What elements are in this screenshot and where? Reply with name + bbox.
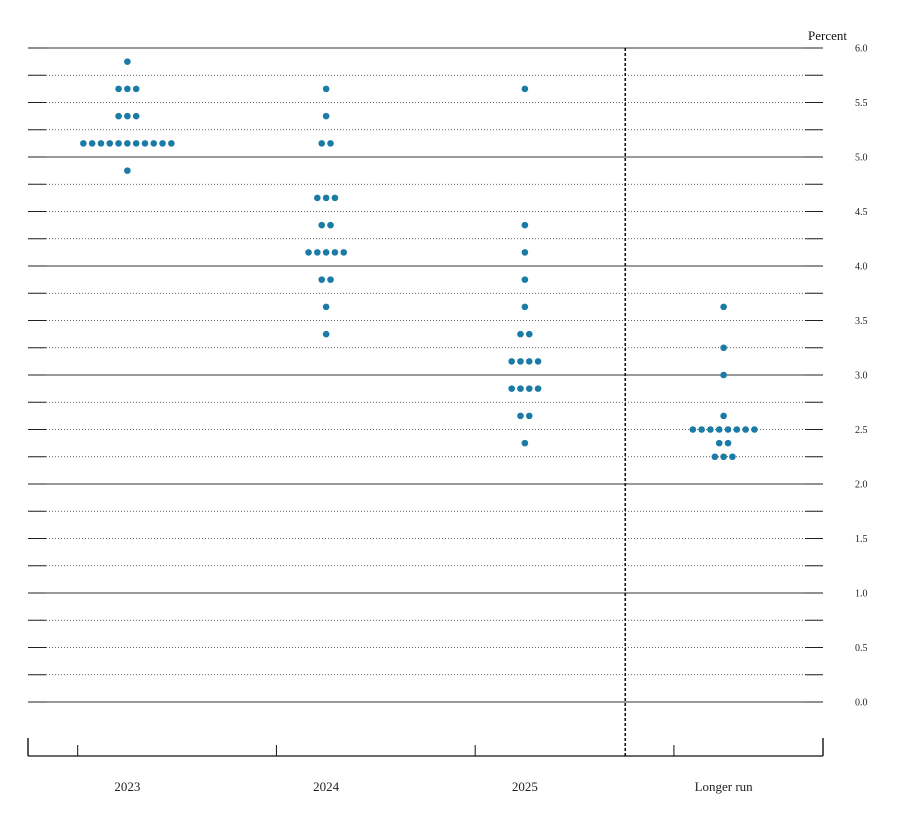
participant-dot [698,426,705,433]
participant-dot [88,140,96,147]
y-tick-label: 1.5 [855,534,868,545]
participant-dot [331,194,339,202]
participant-dot [733,426,741,433]
y-tick-labels: 0.0 0.5 1.0 1.5 2.0 2.5 3.0 3.5 4.0 4.5 5.0 5.5 6.0 [855,44,868,709]
participant-dot [508,385,515,392]
participant-dot [517,358,524,365]
participant-dot [124,58,131,65]
y-tick-label: 0.5 [855,643,868,654]
y-tick-label: 5.5 [855,98,868,109]
participant-dot [517,330,524,338]
participant-dot [715,439,723,447]
participant-dot [521,439,529,447]
participant-dot [508,358,515,365]
participant-dot [327,276,334,283]
y-tick-label: 3.5 [855,316,868,327]
participant-dot [724,439,732,447]
participant-dot [115,112,122,120]
x-category-label: 2024 [313,779,340,794]
participant-dot [751,426,758,433]
participant-dot [124,140,131,147]
participant-dot [159,140,166,147]
participant-dot [534,385,542,392]
participant-dot [322,112,330,120]
participant-dot [115,140,122,147]
participant-dot [318,276,326,283]
participant-dot [517,412,524,420]
participant-dot [314,194,321,202]
participant-dot [318,140,326,147]
participant-dot [715,426,723,433]
participant-dot [521,221,529,229]
participant-dot [132,112,140,120]
participant-dot [97,140,105,147]
participant-dot [124,167,131,174]
y-tick-label: 1.0 [855,589,868,600]
participant-dot [322,249,330,256]
participant-dot [322,85,330,93]
participant-dot [150,140,158,147]
participant-dot [724,426,732,433]
participant-dot [80,140,87,147]
participant-dot [305,249,312,256]
participant-dot [742,426,749,433]
participant-dot [517,385,524,392]
participant-dot [331,249,339,256]
participant-dot [720,344,727,352]
y-tick-label: 4.0 [855,262,868,273]
participant-dot [124,112,131,120]
y-tick-label: 0.0 [855,698,868,709]
participant-dot [711,453,719,461]
participant-dot [322,303,330,311]
y-tick-label: 2.5 [855,425,868,436]
y-tick-label: 3.0 [855,371,868,382]
y-axis-unit-label: Percent [808,28,847,43]
y-tick-label: 2.0 [855,480,868,491]
participant-dot [720,453,727,461]
y-tick-label: 4.5 [855,207,868,218]
participant-dot [322,330,330,338]
participant-dot [521,303,529,311]
dots [80,58,758,461]
x-category-label: Longer run [695,779,754,794]
x-category-label: 2023 [114,779,140,794]
participant-dot [534,358,542,365]
participant-dot [106,140,114,147]
y-tick-label: 6.0 [855,44,868,55]
participant-dot [720,412,727,420]
participant-dot [327,221,334,229]
participant-dot [729,453,736,461]
participant-dot [525,330,533,338]
participant-dot [521,276,529,283]
participant-dot [525,385,533,392]
participant-dot [720,371,727,379]
participant-dot [322,194,330,202]
participant-dot [525,412,533,420]
participant-dot [115,85,122,93]
participant-dot [168,140,175,147]
participant-dot [340,249,348,256]
participant-dot [521,249,529,256]
participant-dot [132,85,140,93]
participant-dot [314,249,321,256]
participant-dot [132,140,140,147]
participant-dot [521,85,529,93]
participant-dot [124,85,131,93]
x-category-label: 2025 [512,779,538,794]
participant-dot [327,140,334,147]
participant-dot [720,303,727,311]
x-axis: 2023 2024 2025 Longer run [27,48,824,794]
participant-dot [525,358,533,365]
participant-dot [318,221,326,229]
participant-dot [707,426,714,433]
gridlines [28,47,823,703]
participant-dot [141,140,149,147]
y-tick-label: 5.0 [855,153,868,164]
participant-dot [689,426,697,433]
